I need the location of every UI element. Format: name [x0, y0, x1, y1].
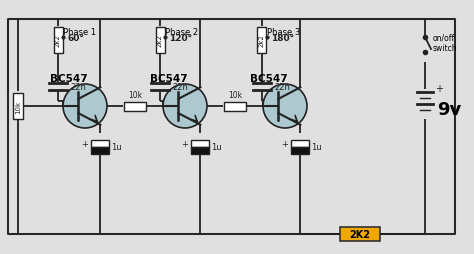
Bar	[13, 94, 23, 120]
Bar	[8, 20, 455, 234]
Bar	[191, 140, 209, 147]
Text: 9v: 9v	[437, 101, 461, 119]
Text: 1u: 1u	[111, 143, 122, 152]
Bar	[91, 147, 109, 154]
Circle shape	[163, 85, 207, 129]
Circle shape	[263, 85, 307, 129]
Bar	[91, 140, 109, 147]
Text: 180°: 180°	[271, 33, 294, 42]
Text: +: +	[81, 139, 88, 148]
Text: 10k: 10k	[15, 100, 21, 113]
Circle shape	[63, 85, 107, 129]
Text: 22n: 22n	[172, 82, 188, 91]
Text: BC547: BC547	[250, 74, 288, 84]
Bar	[124, 102, 146, 111]
Bar	[340, 227, 380, 241]
Text: Phase 2: Phase 2	[165, 28, 198, 37]
Bar	[291, 140, 309, 147]
Text: 22n: 22n	[274, 82, 290, 91]
Text: BC547: BC547	[50, 74, 88, 84]
Text: +: +	[181, 139, 188, 148]
Text: 120°: 120°	[169, 33, 192, 42]
Text: BC547: BC547	[150, 74, 188, 84]
Text: 2k2: 2k2	[259, 34, 265, 47]
Text: 10k: 10k	[228, 90, 242, 99]
Text: Phase 1: Phase 1	[63, 28, 96, 37]
Bar	[155, 27, 164, 53]
Text: +: +	[281, 139, 288, 148]
Text: 2k2: 2k2	[157, 34, 163, 47]
Text: 1u: 1u	[311, 143, 322, 152]
Bar	[224, 102, 246, 111]
Text: on/off
switch: on/off switch	[433, 33, 457, 53]
Text: 2k2: 2k2	[55, 34, 61, 47]
Text: 60°: 60°	[67, 33, 84, 42]
Text: 22n: 22n	[70, 82, 86, 91]
Text: Phase 3: Phase 3	[267, 28, 300, 37]
Text: +: +	[435, 84, 443, 94]
Text: 2K2: 2K2	[349, 229, 371, 239]
Text: 1u: 1u	[211, 143, 222, 152]
Bar	[54, 27, 63, 53]
Bar	[257, 27, 266, 53]
Bar	[291, 147, 309, 154]
Text: 10k: 10k	[128, 90, 142, 99]
Bar	[191, 147, 209, 154]
